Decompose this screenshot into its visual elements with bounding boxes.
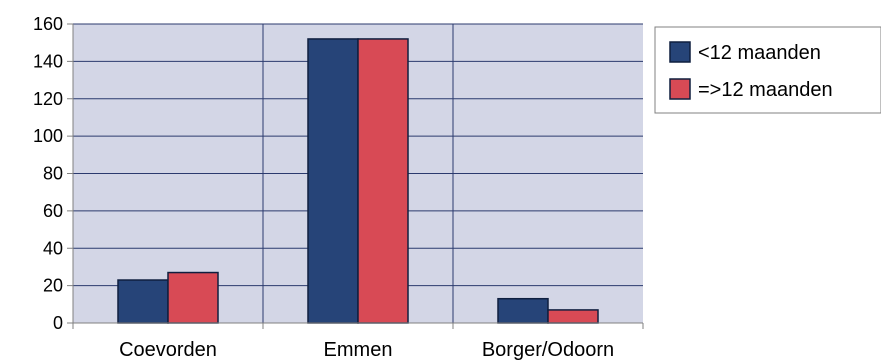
bar-2-borger-odoorn — [547, 309, 599, 324]
legend-swatch-series-1 — [669, 41, 691, 63]
y-tick-label-80: 80 — [43, 164, 63, 184]
bar-2-emmen — [357, 38, 409, 324]
bar-1-borger-odoorn — [497, 297, 549, 324]
x-axis-category-labels: Coevorden Emmen Borger/Odoorn — [119, 339, 614, 361]
y-axis-tick-labels: 0 20 40 60 80 100 120 140 160 — [33, 14, 63, 333]
legend-label-series-1: <12 maanden — [698, 42, 821, 64]
y-tick-label-120: 120 — [33, 89, 63, 109]
x-category-label-coevorden: Coevorden — [119, 339, 217, 361]
category-separators — [262, 24, 454, 323]
x-category-label-emmen: Emmen — [324, 339, 393, 361]
bar-2-coevorden — [167, 271, 219, 324]
y-tick-label-40: 40 — [43, 238, 63, 258]
bars — [117, 38, 599, 324]
bar-1-coevorden — [117, 279, 169, 324]
y-tick-label-140: 140 — [33, 51, 63, 71]
x-category-label-borger-odoorn: Borger/Odoorn — [482, 339, 614, 361]
y-tick-label-160: 160 — [33, 14, 63, 34]
y-tick-label-20: 20 — [43, 276, 63, 296]
legend-box — [654, 26, 881, 114]
bar-1-emmen — [307, 38, 359, 324]
y-tick-label-60: 60 — [43, 201, 63, 221]
y-tick-label-100: 100 — [33, 126, 63, 146]
legend-label-series-2: =>12 maanden — [698, 79, 833, 101]
y-tick-label-0: 0 — [53, 313, 63, 333]
axes — [67, 23, 644, 329]
legend: <12 maanden =>12 maanden — [654, 26, 881, 114]
legend-swatch-series-2 — [669, 78, 691, 100]
